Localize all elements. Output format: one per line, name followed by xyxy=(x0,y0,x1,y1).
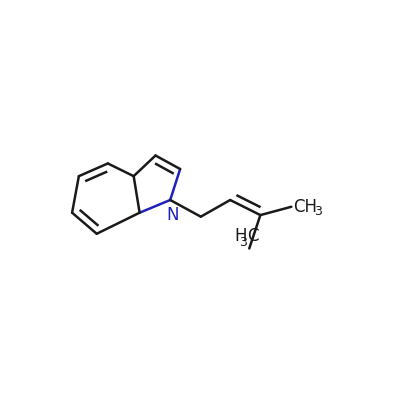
Text: 3: 3 xyxy=(239,236,247,249)
Text: H: H xyxy=(235,227,247,245)
Text: 3: 3 xyxy=(314,206,322,218)
Text: CH: CH xyxy=(293,198,317,216)
Text: N: N xyxy=(166,206,178,224)
Text: C: C xyxy=(247,227,259,245)
